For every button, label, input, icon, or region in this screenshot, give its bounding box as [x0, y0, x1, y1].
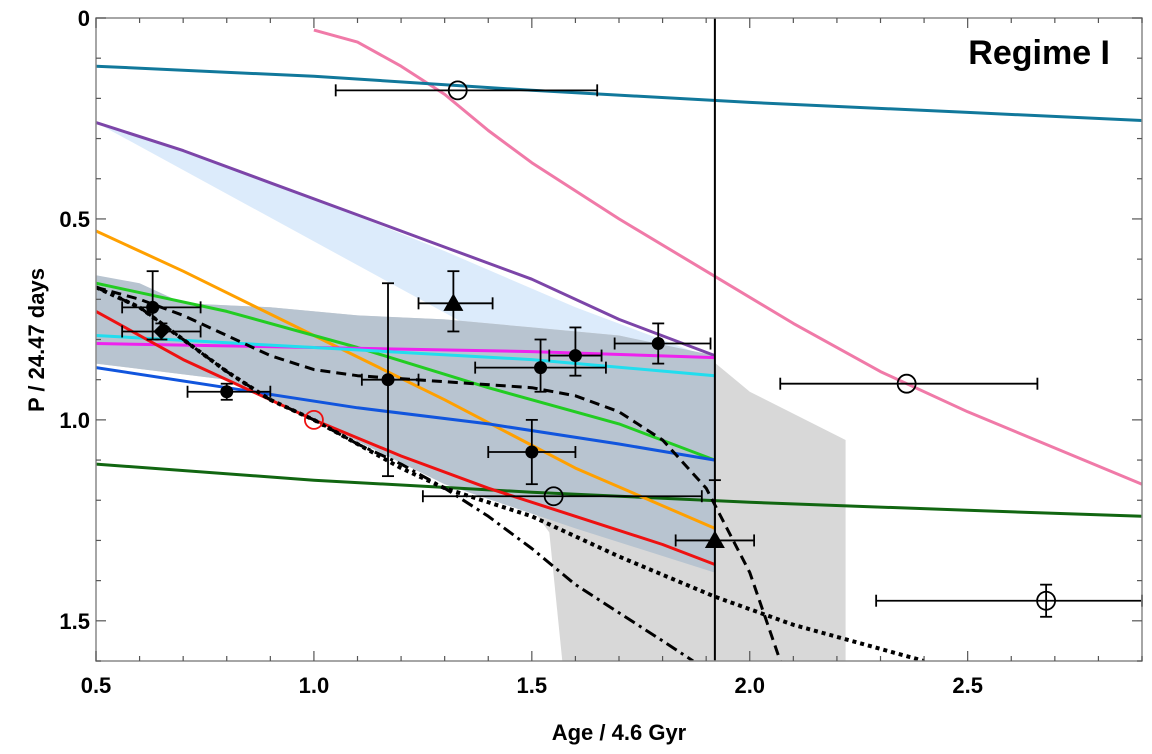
model-curve-10 — [96, 310, 716, 566]
open-circle-marker — [543, 486, 564, 507]
open-circle-marker — [304, 409, 324, 430]
model-curve-13 — [96, 285, 694, 661]
filled-circle-marker — [220, 385, 234, 399]
data-point-2 — [779, 373, 1039, 394]
x-tick-label: 2.0 — [734, 673, 765, 698]
data-point-7 — [121, 322, 202, 341]
uncertainty-band-3 — [96, 275, 715, 573]
data-point-4 — [875, 583, 1143, 618]
x-tick-label: 2.5 — [952, 673, 983, 698]
model-curve-1 — [313, 28, 1142, 486]
filled-circle-marker — [525, 445, 539, 459]
x-axis-title: Age / 4.6 Gyr — [552, 720, 687, 745]
data-point-3 — [421, 486, 703, 507]
x-tick-label: 1.5 — [517, 673, 548, 698]
filled-circle-marker — [651, 337, 665, 351]
model-curve-7 — [96, 342, 715, 360]
filled-circle-marker — [146, 300, 160, 314]
filled-circle-marker — [568, 349, 582, 363]
triangle-marker — [704, 530, 725, 548]
regime-annotation: Regime I — [968, 34, 1110, 72]
data-point-13 — [613, 322, 712, 365]
filled-circle-marker — [534, 361, 548, 375]
model-curve-2 — [96, 64, 1142, 122]
data-point-5 — [304, 409, 324, 430]
data-point-1 — [334, 80, 599, 101]
y-tick-label: 1.5 — [59, 609, 90, 634]
data-point-8 — [186, 382, 272, 401]
model-curve-6 — [96, 281, 716, 462]
y-tick-labels: 0 0.5 1.0 1.5 — [59, 6, 90, 634]
y-axis-title: P / 24.47 days — [24, 268, 49, 412]
model-curve-4 — [96, 121, 716, 358]
x-tick-label: 0.5 — [81, 673, 112, 698]
data-points — [121, 80, 1143, 618]
data-point-12 — [548, 326, 603, 377]
open-circle-marker — [896, 373, 917, 394]
diamond-marker — [153, 323, 170, 340]
y-tick-label: 0.5 — [59, 207, 90, 232]
model-curve-8 — [96, 334, 716, 378]
open-circle-marker — [1036, 590, 1057, 611]
data-point-10 — [417, 270, 494, 333]
triangle-marker — [443, 293, 464, 311]
open-circle-marker — [447, 80, 468, 101]
data-point-15 — [674, 479, 756, 548]
data-point-14 — [487, 418, 577, 486]
x-tick-label: 1.0 — [299, 673, 330, 698]
filled-circle-marker — [381, 373, 395, 387]
data-point-11 — [474, 338, 607, 393]
model-curve-9 — [96, 366, 716, 462]
y-tick-label: 1.0 — [59, 408, 90, 433]
data-point-6 — [121, 270, 202, 341]
data-point-9 — [360, 282, 420, 478]
axis-ticks — [95, 17, 1143, 662]
model-curve-12 — [96, 285, 925, 661]
model-curves — [96, 28, 1142, 661]
x-tick-labels: 0.5 1.0 1.5 2.0 2.5 — [81, 673, 983, 698]
model-curve-5 — [96, 229, 716, 530]
y-tick-label: 0 — [78, 6, 90, 31]
